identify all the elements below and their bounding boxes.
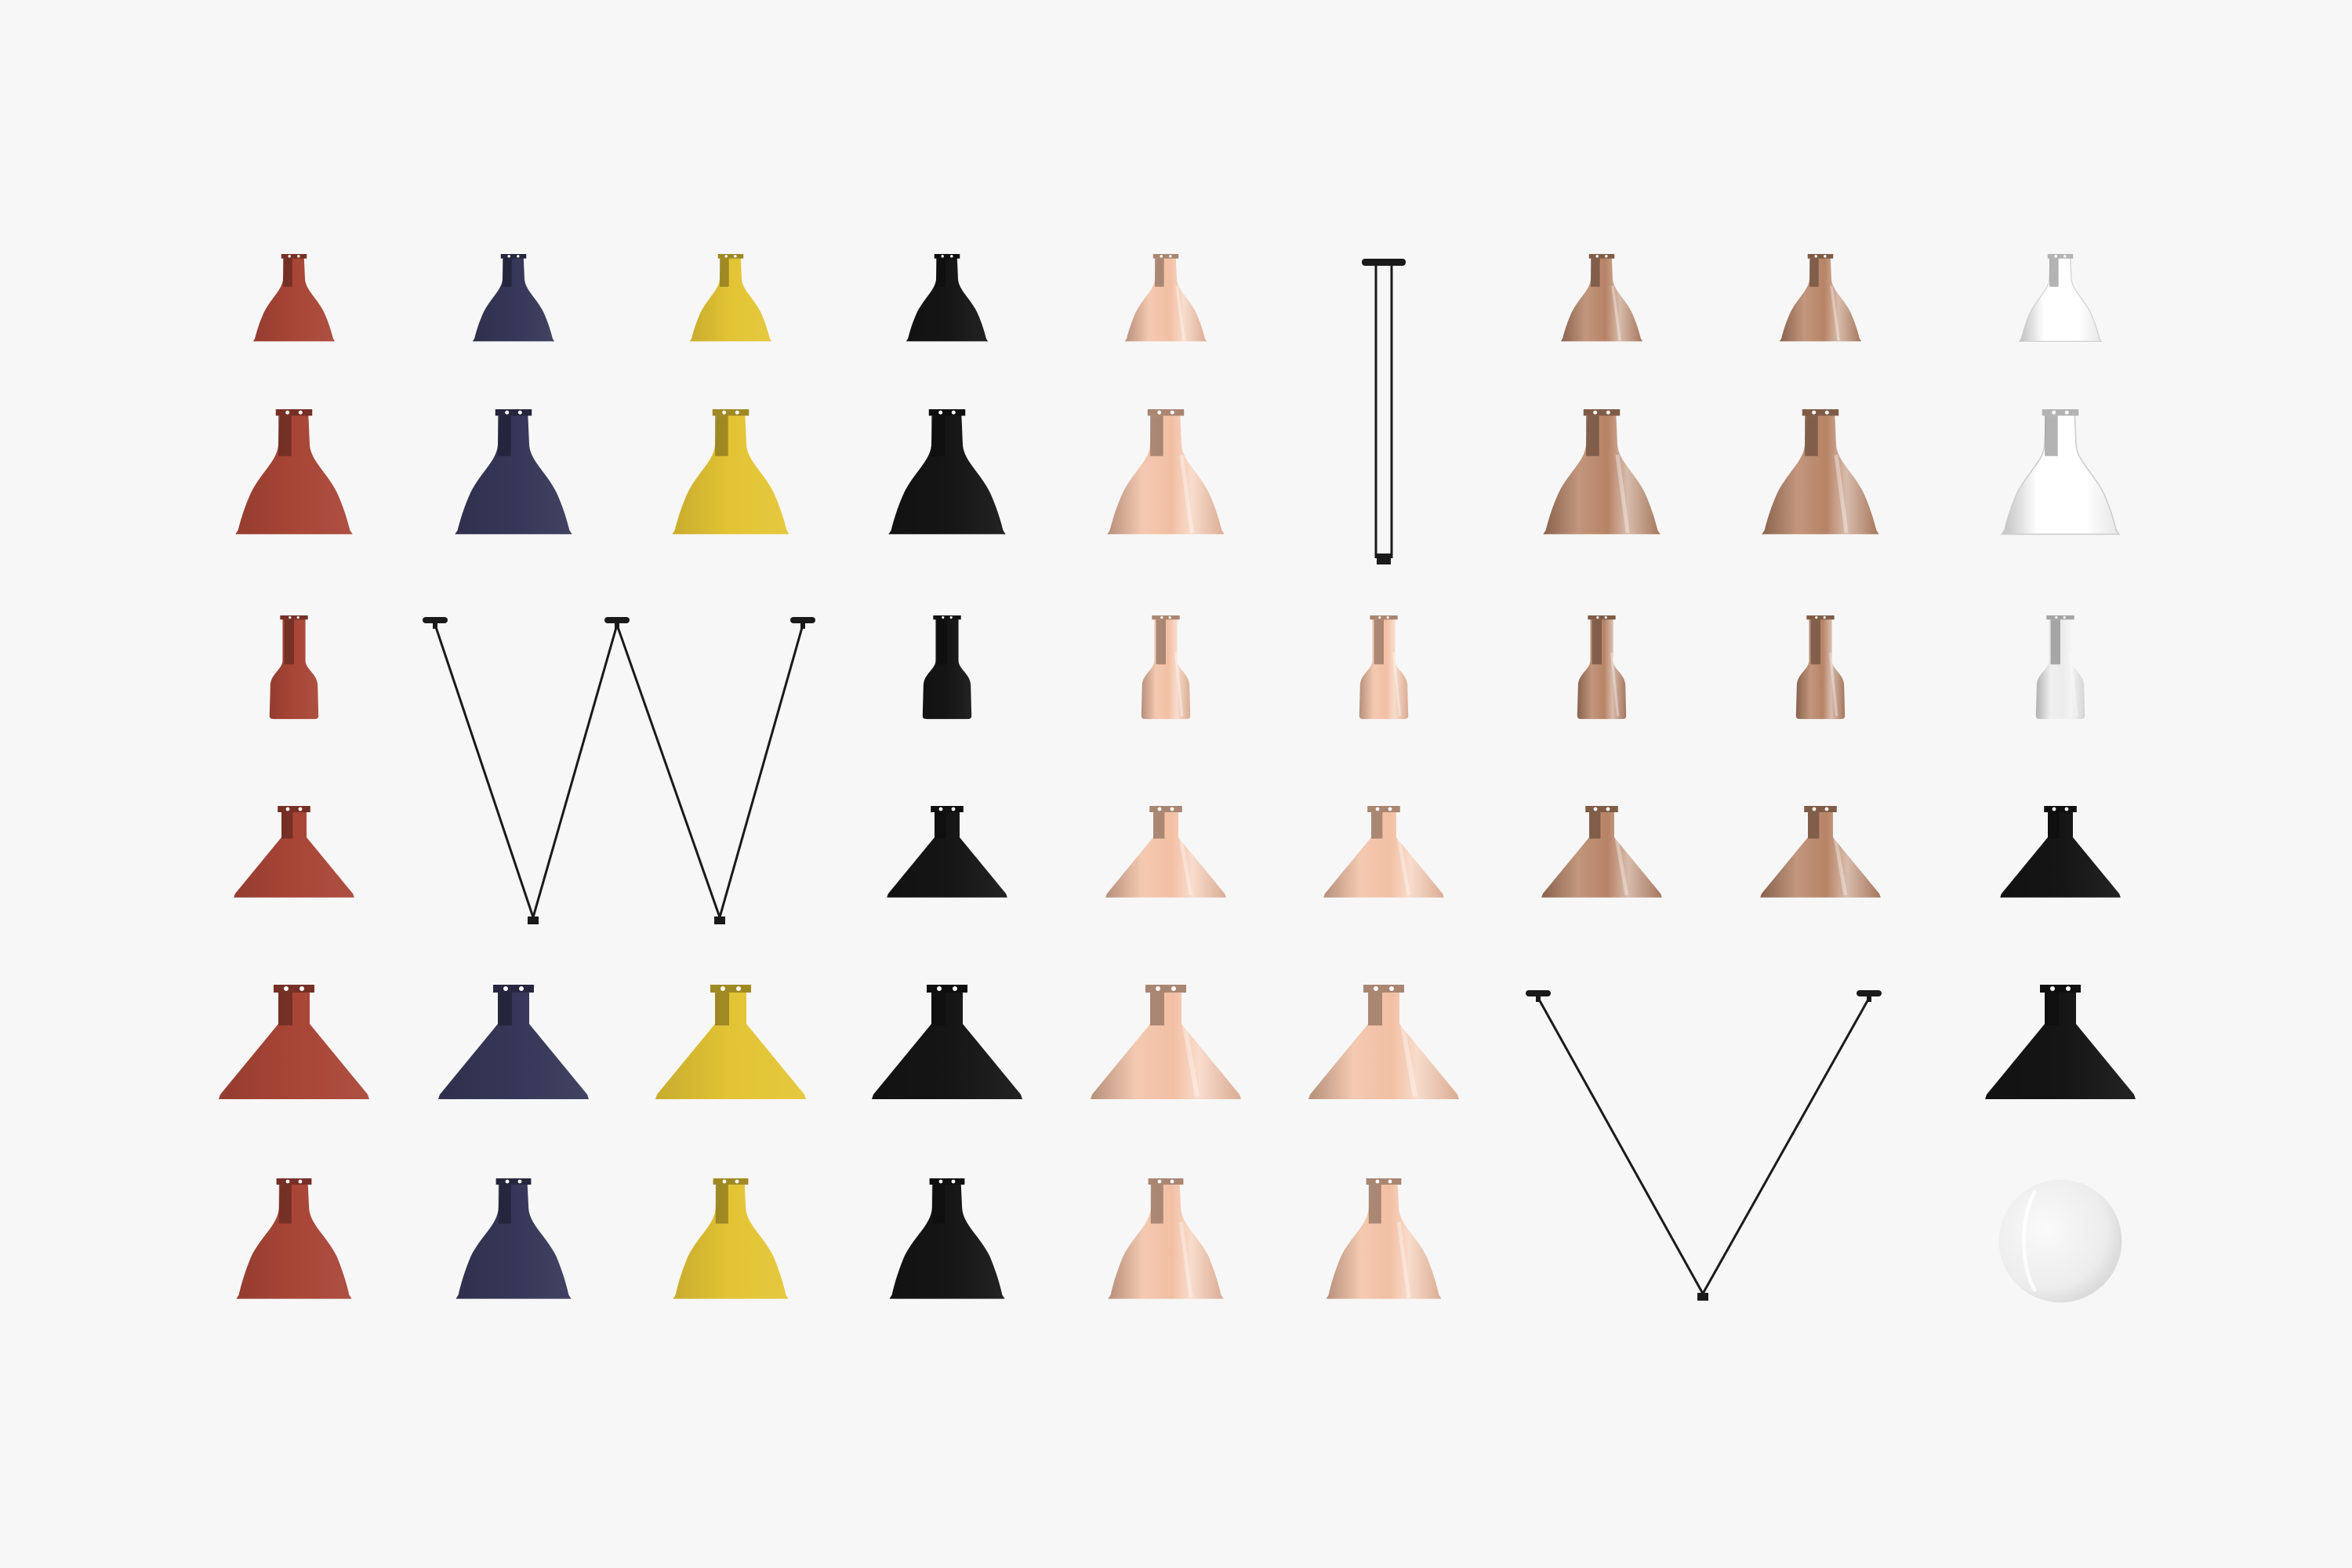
shade-round-xl-copper-2	[1321, 1178, 1446, 1304]
shade-round-xl-copper	[1103, 1178, 1229, 1304]
shade-round-xl-blue	[451, 1178, 576, 1304]
shade-round-large-copper	[1101, 409, 1231, 539]
shade-round-large-yellow	[666, 409, 796, 539]
shade-round-large-raw-copper	[1537, 409, 1667, 539]
shade-conic-large-blue	[435, 985, 592, 1102]
shade-round-large-raw-copper-2	[1755, 409, 1886, 539]
shade-conic-large-yellow	[652, 985, 809, 1102]
shade-opal-globe	[1998, 1178, 2123, 1304]
shade-conic-large-copper	[1087, 985, 1244, 1102]
shade-cylindrical-red	[253, 615, 335, 721]
shade-conic-small-copper	[1103, 806, 1229, 900]
shade-conic-small-black-2	[1998, 806, 2123, 900]
shade-round-xl-black	[884, 1178, 1010, 1304]
shade-conic-small-black	[884, 806, 1010, 900]
shade-round-large-blue	[448, 409, 579, 539]
shade-cylindrical-raw-copper-2	[1780, 615, 1861, 721]
shade-round-small-copper	[1120, 254, 1211, 345]
shade-conic-small-raw-copper-2	[1758, 806, 1883, 900]
shade-cylindrical-white	[2020, 615, 2101, 721]
shade-round-small-white	[2015, 254, 2106, 345]
shade-conic-small-raw-copper	[1539, 806, 1664, 900]
shade-round-small-raw-copper	[1556, 254, 1647, 345]
shade-cylindrical-copper-2	[1343, 615, 1425, 721]
shade-conic-large-black-2	[1982, 985, 2139, 1102]
shade-conic-small-red	[231, 806, 357, 900]
shade-cylindrical-black	[906, 615, 988, 721]
shade-round-xl-red	[231, 1178, 357, 1304]
shade-conic-small-copper-2	[1321, 806, 1446, 900]
shade-round-large-red	[229, 409, 359, 539]
shade-round-large-black	[882, 409, 1012, 539]
shade-round-small-blue	[468, 254, 559, 345]
shade-round-small-red	[249, 254, 339, 345]
shade-cylindrical-raw-copper	[1561, 615, 1642, 721]
shade-round-small-raw-copper-2	[1775, 254, 1866, 345]
shade-round-small-black	[902, 254, 993, 345]
shade-conic-large-black	[869, 985, 1025, 1102]
shade-round-large-white	[1995, 409, 2125, 539]
shade-round-xl-yellow	[668, 1178, 793, 1304]
shade-round-small-yellow	[685, 254, 776, 345]
shade-cylindrical-copper	[1125, 615, 1207, 721]
shade-conic-large-red	[216, 985, 372, 1102]
shade-conic-large-copper-2	[1305, 985, 1462, 1102]
